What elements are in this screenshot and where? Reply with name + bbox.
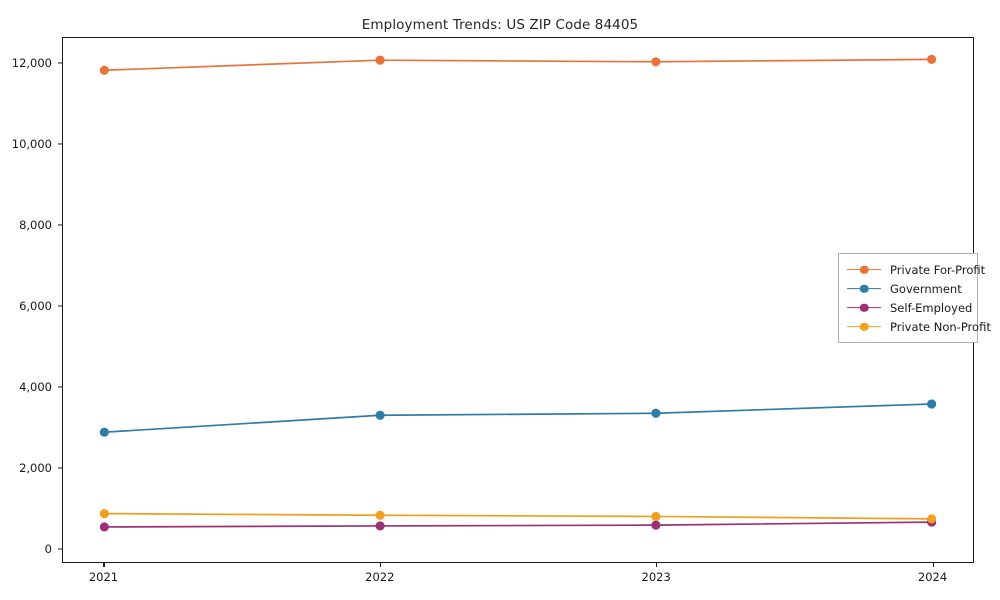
x-tick-mark	[103, 563, 105, 567]
legend-marker-icon	[847, 321, 881, 333]
data-point	[927, 514, 937, 524]
series-private-for-profit	[99, 54, 937, 75]
legend-marker-icon	[847, 264, 881, 276]
y-tick-label: 6,000	[19, 299, 52, 314]
legend-item[interactable]: Private Non-Profit	[847, 317, 991, 336]
y-tick-mark	[58, 467, 62, 469]
data-point	[99, 427, 109, 437]
data-point	[375, 510, 385, 520]
x-tick-mark	[379, 563, 381, 567]
x-tick-mark	[932, 563, 934, 567]
plot-area	[62, 37, 974, 563]
series-government	[99, 399, 937, 437]
x-tick-label: 2024	[917, 570, 948, 584]
series-line	[103, 403, 933, 434]
x-tick-label: 2023	[641, 570, 671, 584]
data-point	[99, 65, 109, 75]
legend-dot-icon	[859, 322, 869, 331]
y-tick-mark	[58, 305, 62, 307]
y-tick-mark	[58, 548, 62, 550]
y-tick-mark	[58, 386, 62, 388]
data-point	[99, 509, 109, 519]
data-point	[651, 520, 661, 530]
y-tick-mark	[58, 62, 62, 64]
legend-marker-icon	[847, 283, 881, 295]
x-tick-label: 2021	[88, 570, 119, 584]
series-line	[103, 521, 933, 528]
y-tick-label: 0	[44, 541, 52, 556]
legend-label: Private For-Profit	[890, 262, 986, 277]
legend-item[interactable]: Private For-Profit	[847, 260, 985, 279]
data-point	[651, 57, 661, 67]
legend-label: Private Non-Profit	[890, 319, 991, 334]
y-tick-mark	[58, 224, 62, 226]
x-tick-mark	[656, 563, 658, 567]
data-point	[651, 511, 661, 522]
data-point	[651, 408, 661, 418]
data-point	[375, 410, 385, 420]
data-point	[375, 55, 385, 65]
legend-dot-icon	[859, 303, 869, 312]
data-point	[927, 54, 937, 64]
y-tick-label: 4,000	[19, 379, 52, 394]
legend-item[interactable]: Self-Employed	[847, 298, 972, 317]
data-point	[375, 521, 385, 531]
series-line	[103, 58, 933, 72]
legend-dot-icon	[859, 265, 869, 274]
legend-dot-icon	[859, 284, 869, 293]
legend-label: Self-Employed	[890, 300, 973, 315]
chart-legend: Private For-Profit Government Self-Employe…	[838, 253, 991, 343]
series-private-non-profit	[99, 509, 937, 524]
legend-marker-icon	[847, 302, 881, 314]
plot-svg	[99, 54, 937, 532]
legend-label: Government	[890, 281, 962, 296]
y-tick-label: 12,000	[11, 56, 52, 71]
series-line	[103, 512, 933, 520]
y-tick-mark	[58, 143, 62, 145]
y-tick-label: 2,000	[19, 460, 52, 475]
legend-item[interactable]: Government	[847, 279, 968, 298]
series-self-employed	[99, 517, 937, 532]
y-tick-label: 8,000	[19, 218, 52, 233]
data-point	[99, 522, 109, 532]
y-tick-label: 10,000	[11, 137, 52, 152]
chart-title: Employment Trends: US ZIP Code 84405	[361, 17, 639, 33]
x-tick-label: 2022	[365, 570, 395, 584]
data-point	[927, 399, 937, 409]
